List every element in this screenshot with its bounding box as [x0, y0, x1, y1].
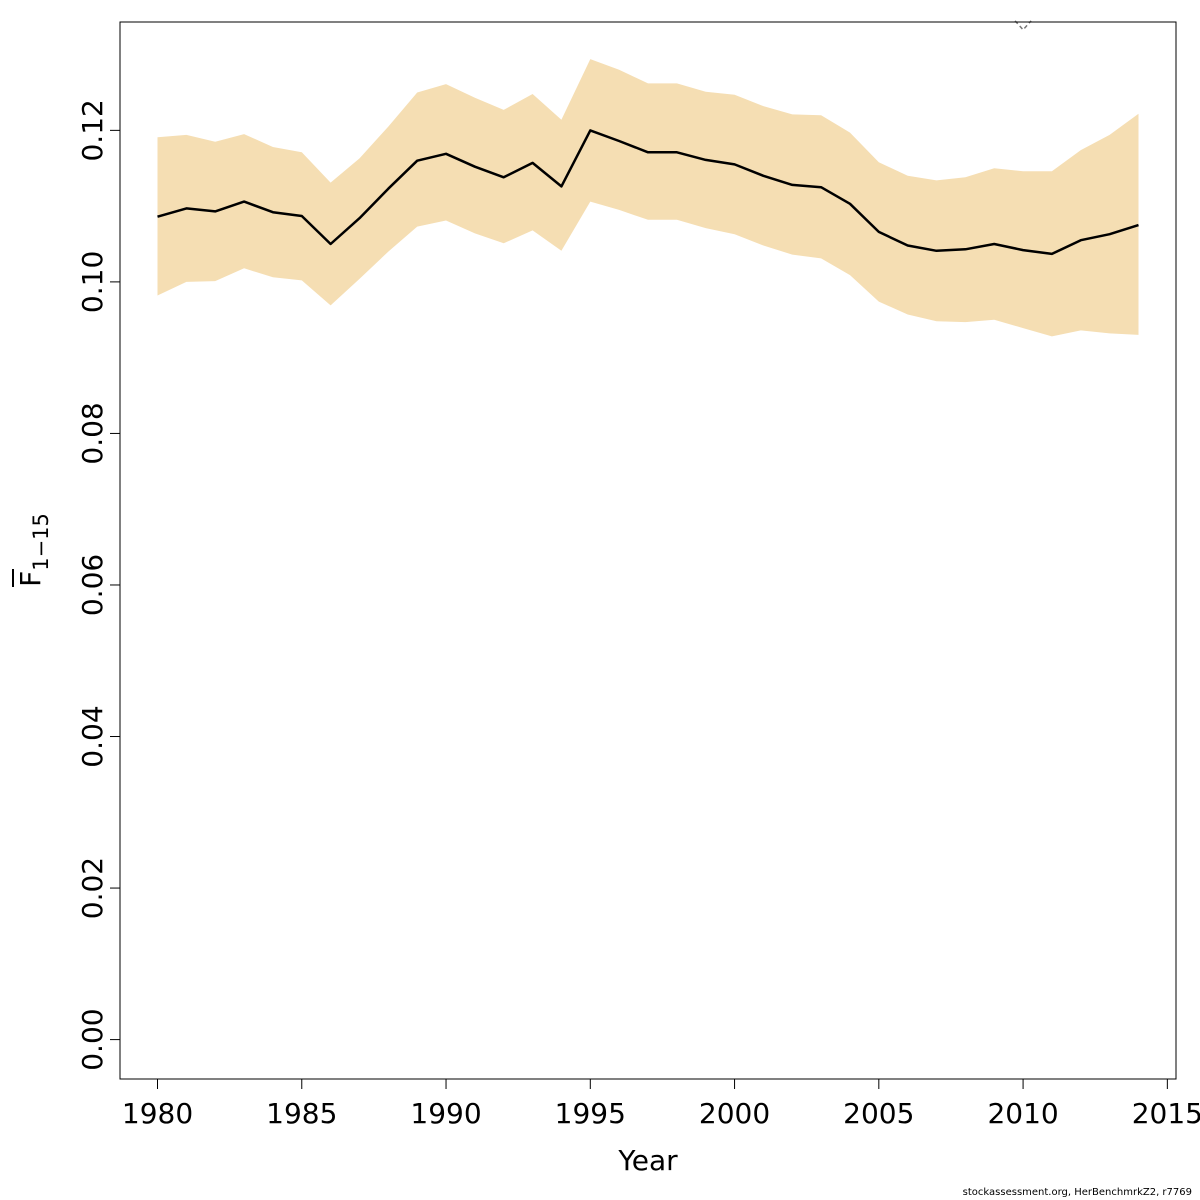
- credit-text: stockassessment.org, HerBenchmrkZ2, r776…: [962, 1187, 1192, 1198]
- y-axis: 0.00 0.02 0.04 0.06 0.08 0.10 0.12: [76, 99, 121, 1071]
- y-tick-label: 0.06: [76, 554, 109, 616]
- y-tick-label: 0.00: [76, 1008, 109, 1070]
- x-axis-title: Year: [617, 1144, 678, 1177]
- y-tick-label: 0.08: [76, 402, 109, 464]
- svg-text:F1−15: F1−15: [14, 513, 53, 587]
- estimate-line: [157, 129, 1139, 256]
- x-tick-label: 2005: [843, 1097, 914, 1130]
- y-tick-label: 0.04: [76, 705, 109, 767]
- estimate-line-layer: [157, 129, 1139, 256]
- x-tick-label: 1985: [266, 1097, 337, 1130]
- x-tick-label: 1995: [555, 1097, 626, 1130]
- y-tick-label: 0.02: [76, 857, 109, 919]
- x-tick-label: 1990: [410, 1097, 481, 1130]
- confidence-band: [157, 59, 1139, 337]
- x-axis: 1980 1985 1990 1995 2000 2005 2010 2015: [122, 1078, 1200, 1130]
- confidence-band-layer: [157, 59, 1139, 337]
- y-axis-title-main: F: [14, 571, 47, 587]
- x-tick-label: 2015: [1132, 1097, 1200, 1130]
- y-axis-title-subscript: 1−15: [29, 513, 53, 571]
- y-tick-label: 0.10: [76, 251, 109, 313]
- y-axis-title: F1−15: [12, 513, 53, 587]
- x-tick-label: 2010: [987, 1097, 1058, 1130]
- x-tick-label: 2000: [699, 1097, 770, 1130]
- y-tick-label: 0.12: [76, 99, 109, 161]
- x-tick-label: 1980: [122, 1097, 193, 1130]
